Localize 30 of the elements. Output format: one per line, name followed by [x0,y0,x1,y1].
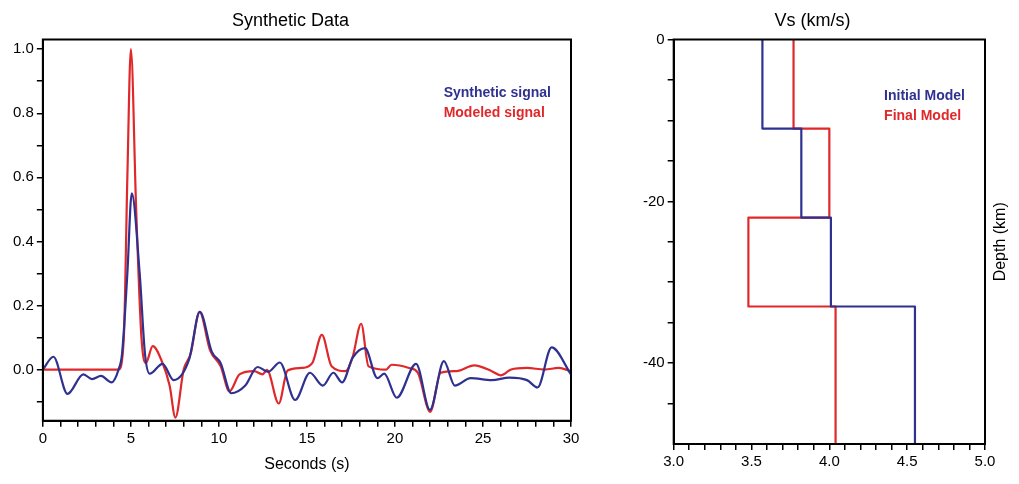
y-tick-label: 0.2 [12,295,34,313]
x-tick-label: 5.0 [974,452,996,470]
x-tick-label: 5 [126,428,136,446]
text: Synthetic signal [443,83,551,100]
chart-title: Vs (km/s) [774,9,851,30]
y-tick-label: 0 [656,29,665,47]
x-tick-label: 3.5 [741,452,762,470]
x-tick-label: 30 [562,428,580,446]
text: Initial Model [884,87,965,104]
x-tick-label: 4.0 [818,452,840,470]
y-tick-label: 0.8 [12,103,34,121]
y-tick-label: 1.0 [12,39,34,57]
y-tick-label: 0.6 [12,167,34,185]
x-tick-label: 4.5 [896,452,918,470]
text: Modeled signal [443,103,545,120]
y-axis-title: Depth (km) [991,202,1009,282]
x-tick-label: 25 [474,428,492,446]
y-tick-label: -20 [642,191,665,209]
y-tick-label: -40 [642,353,665,371]
x-tick-label: 15 [298,428,316,446]
line-series [42,192,571,412]
x-tick-label: 0 [38,428,48,446]
x-tick-label: 3.0 [663,452,685,470]
y-tick-label: 0.0 [12,359,34,377]
text: Final Model [884,107,962,124]
chart-title: Synthetic Data [231,9,351,30]
y-tick-label: 0.4 [12,231,34,249]
x-tick-label: 10 [210,428,228,446]
x-axis-title: Seconds (s) [264,454,350,472]
x-tick-label: 20 [386,428,404,446]
